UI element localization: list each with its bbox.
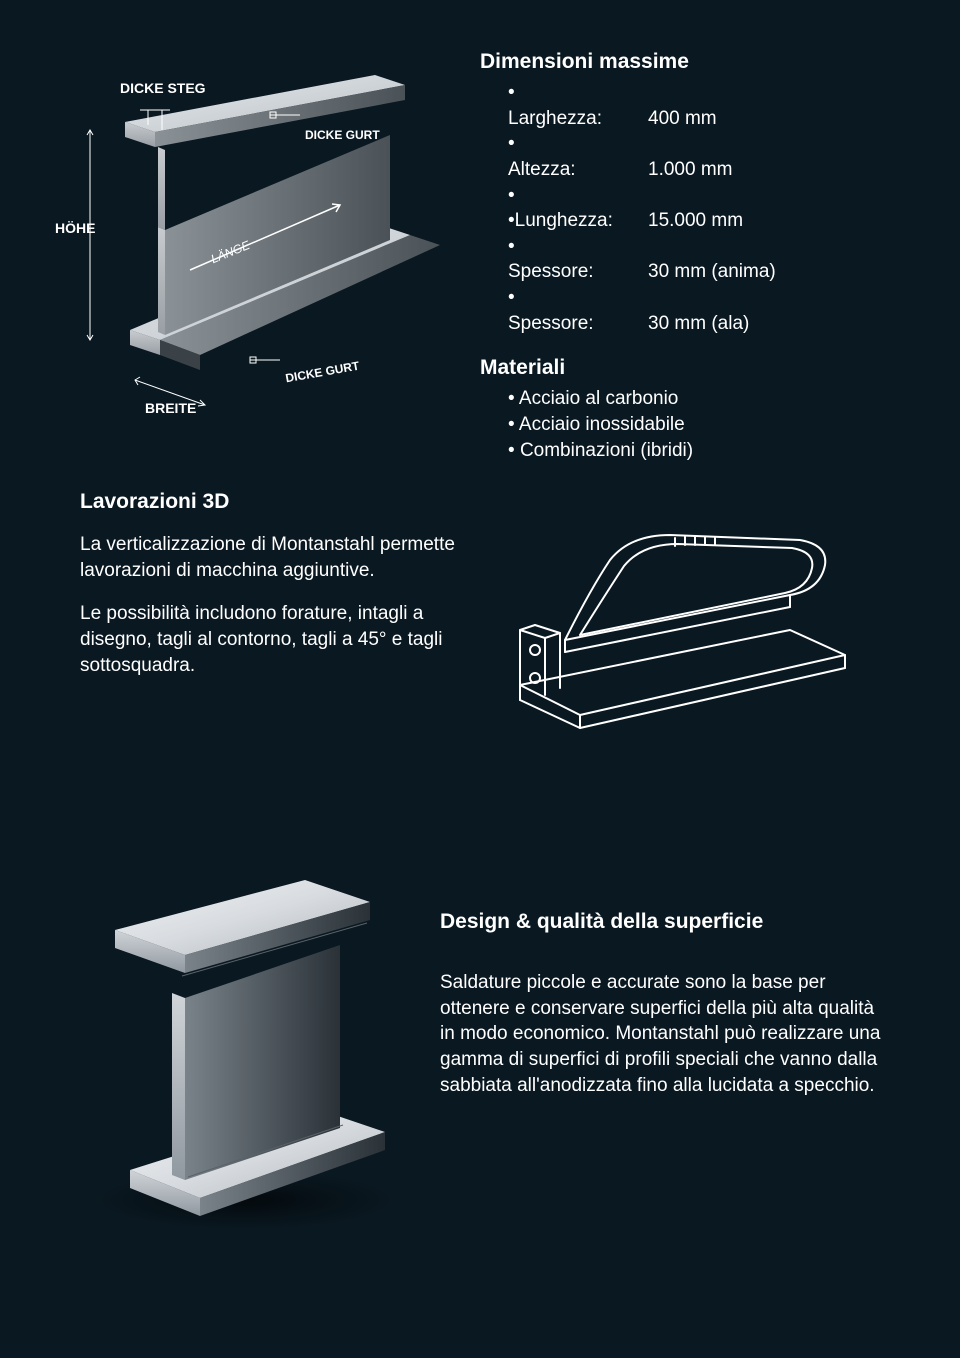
materials-list: Acciaio al carbonio Acciaio inossidabile…: [480, 386, 900, 463]
label-dicke-steg: DICKE STEG: [120, 80, 206, 96]
dimensions-list: Larghezza:400 mm Altezza:1.000 mm •Lungh…: [480, 80, 900, 336]
material-item: Combinazioni (ibridi): [508, 438, 900, 464]
dim-value: 15.000 mm: [648, 208, 743, 234]
section-design-quality: Design & qualità della superficie Saldat…: [0, 870, 960, 1290]
specifications-block: Dimensioni massime Larghezza:400 mm Alte…: [480, 50, 900, 463]
dim-value: 400 mm: [648, 106, 717, 132]
dim-value: 30 mm (anima): [648, 259, 776, 285]
section-dimensions: DICKE STEG DICKE GURT HÖHE LÄNGE DICKE G…: [0, 40, 960, 440]
materials-heading: Materiali: [480, 356, 900, 380]
machining-para2: Le possibilità includono forature, intag…: [80, 601, 460, 678]
ibeam-isometric-diagram: DICKE STEG DICKE GURT HÖHE LÄNGE DICKE G…: [70, 60, 450, 420]
machining-text: Lavorazioni 3D La verticalizzazione di M…: [80, 490, 460, 696]
label-dicke-gurt-top: DICKE GURT: [305, 128, 380, 142]
dim-value: 30 mm (ala): [648, 311, 749, 337]
design-quality-heading: Design & qualità della superficie: [440, 910, 890, 934]
label-hohe: HÖHE: [55, 220, 95, 236]
dim-label: Spessore:: [508, 311, 648, 337]
dim-label: Larghezza:: [508, 106, 648, 132]
material-item: Acciaio al carbonio: [508, 386, 900, 412]
dim-label: Altezza:: [508, 157, 648, 183]
dim-value: 1.000 mm: [648, 157, 732, 183]
material-item: Acciaio inossidabile: [508, 412, 900, 438]
section-3d-machining: Lavorazioni 3D La verticalizzazione di M…: [0, 490, 960, 790]
design-quality-text: Design & qualità della superficie Saldat…: [440, 910, 890, 1116]
dim-label: •Lunghezza:: [508, 208, 648, 234]
ibeam-render-image: [60, 870, 400, 1240]
dimensions-heading: Dimensioni massime: [480, 50, 900, 74]
label-breite: BREITE: [145, 400, 196, 416]
design-quality-para: Saldature piccole e accurate sono la bas…: [440, 970, 890, 1098]
machining-sketch-diagram: [490, 510, 860, 730]
machining-para1: La verticalizzazione di Montanstahl perm…: [80, 532, 460, 583]
dim-label: Spessore:: [508, 259, 648, 285]
machining-heading: Lavorazioni 3D: [80, 490, 460, 514]
